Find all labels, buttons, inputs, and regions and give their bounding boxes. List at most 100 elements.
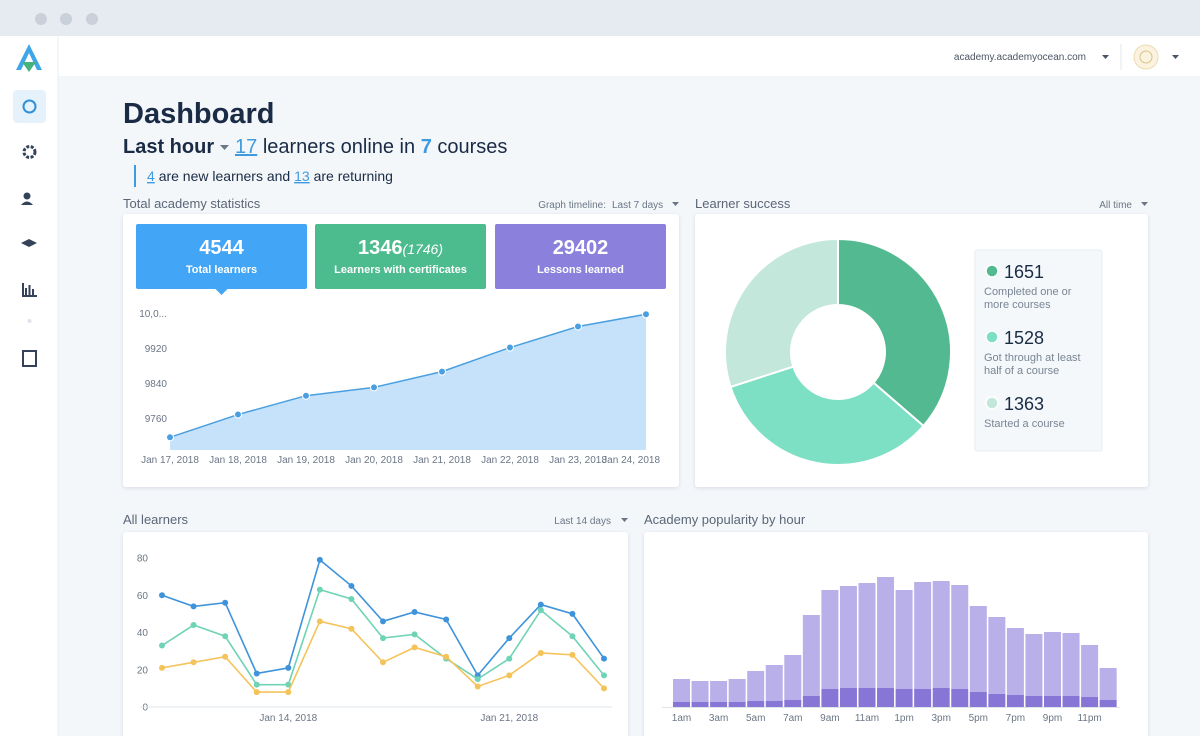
x-tick-label: 11am (855, 713, 879, 724)
point (601, 655, 607, 662)
top-bar (0, 36, 1200, 76)
x-tick-label: Jan 23, 2018 (549, 455, 607, 466)
point (316, 556, 323, 563)
bar-segment (895, 689, 913, 707)
x-tick-label: 5am (746, 713, 765, 724)
online-count[interactable]: 17 (235, 136, 257, 158)
caret[interactable] (672, 202, 679, 206)
point (569, 633, 576, 640)
browser-bar (0, 0, 1200, 36)
x-tick-label: Jan 18, 2018 (209, 455, 267, 466)
nav-icon-users[interactable] (23, 192, 31, 200)
legend-label: Started a course (984, 418, 1065, 430)
bar-segment (691, 681, 709, 702)
period-select[interactable]: Last hour (123, 136, 214, 158)
bar-segment (1025, 634, 1043, 696)
caret[interactable] (1102, 55, 1109, 59)
logo[interactable] (16, 44, 42, 70)
point (411, 609, 418, 616)
stat-value: 29402 (553, 237, 609, 259)
stat-card (495, 224, 666, 289)
new-text: are new learners and (159, 168, 291, 184)
x-tick-label: Jan 20, 2018 (345, 455, 403, 466)
stat-value: 4544 (199, 237, 244, 259)
bar-segment (691, 702, 709, 707)
course-text: courses (437, 136, 507, 158)
caret[interactable] (1172, 55, 1179, 59)
legend-value: 1363 (1004, 394, 1044, 414)
point (537, 607, 544, 614)
bar-segment (914, 689, 932, 707)
caret[interactable] (220, 145, 229, 150)
nav-icon-stats[interactable] (22, 283, 37, 297)
learners-filter[interactable]: Last 14 days (554, 516, 611, 527)
stat-number: 29402 (553, 237, 609, 259)
x-tick-label: Jan 14, 2018 (259, 713, 317, 724)
point (601, 685, 607, 692)
caret[interactable] (621, 518, 628, 522)
line (169, 313, 647, 439)
point (234, 410, 242, 419)
bar-segment (839, 586, 857, 688)
course-count: 7 (421, 136, 432, 158)
bar-segment (877, 577, 895, 688)
bar-segment (1025, 696, 1043, 707)
point (159, 664, 165, 671)
point (302, 391, 310, 400)
x-tick-label: 1pm (894, 713, 913, 724)
bar-segment (951, 689, 969, 707)
point (380, 635, 386, 642)
bar-segment (728, 679, 746, 702)
bar-segment (932, 688, 950, 707)
bar-segment (932, 581, 950, 688)
success-filter[interactable]: All time (1099, 200, 1132, 211)
online-text: learners online in (263, 136, 415, 158)
legend-label: Completed one or more courses (984, 286, 1072, 311)
x-tick-label: Jan 22, 2018 (481, 455, 539, 466)
caret[interactable] (1141, 202, 1148, 206)
legend-label: Got through at least half of a course (984, 352, 1081, 377)
site-name[interactable]: academy.academyocean.com (954, 52, 1086, 63)
point (443, 616, 450, 623)
y-tick-label: 60 (137, 591, 149, 602)
x-tick-label: 5pm (969, 713, 988, 724)
bar-segment (895, 590, 913, 689)
point (285, 664, 292, 671)
stat-label: Learners with certificates (334, 264, 467, 276)
legend-value: 1651 (1004, 262, 1044, 282)
y-tick-label: 40 (137, 628, 149, 639)
nav-icon-dashboard (22, 99, 37, 114)
x-tick-label: Jan 21, 2018 (413, 455, 471, 466)
bar-segment (1099, 668, 1117, 700)
bar-segment (914, 582, 932, 689)
nav-icon-company[interactable] (22, 350, 37, 367)
nav-separator (27, 319, 32, 323)
new-count[interactable]: 4 (147, 168, 155, 184)
bar-segment (821, 689, 839, 707)
point (253, 670, 260, 677)
bar-segment (1062, 696, 1080, 707)
x-tick-label: 9am (820, 713, 839, 724)
bar-segment (821, 590, 839, 689)
point (537, 601, 544, 608)
x-tick-label: 7am (783, 713, 802, 724)
timeline-select[interactable]: Last 7 days (612, 200, 663, 211)
point (380, 618, 386, 625)
nav-icon-settings[interactable] (22, 145, 37, 159)
window-dot (35, 13, 47, 25)
nav-icon-courses[interactable] (21, 239, 37, 247)
legend-swatch (985, 264, 999, 278)
bar-segment (1044, 696, 1061, 707)
x-tick-label: Jan 19, 2018 (277, 455, 335, 466)
point (537, 649, 544, 656)
point (474, 676, 481, 683)
stat-extra: (1746) (403, 241, 443, 257)
avatar[interactable] (1133, 44, 1159, 70)
returning-count[interactable]: 13 (294, 168, 310, 184)
online-summary: Last hour 17 learners online in 7 courses (123, 136, 507, 158)
nav-active[interactable] (13, 90, 46, 123)
sidebar (0, 36, 58, 736)
legend-box (974, 249, 1103, 452)
chart-title: Total academy statistics (123, 196, 261, 211)
